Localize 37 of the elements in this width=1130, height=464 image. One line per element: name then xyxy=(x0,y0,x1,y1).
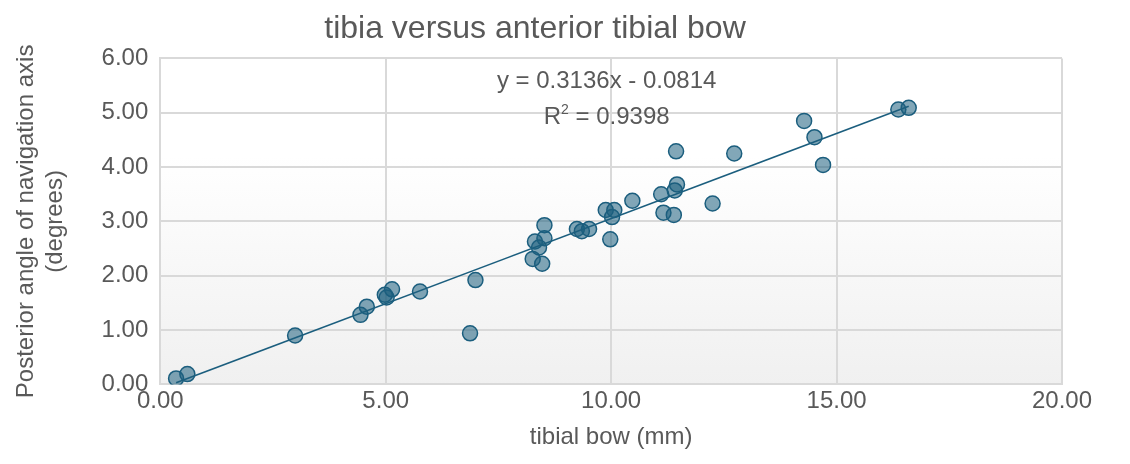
point xyxy=(358,298,376,315)
y-tick-label: 5.00 xyxy=(101,97,149,125)
point xyxy=(665,206,683,224)
point xyxy=(606,201,623,219)
point xyxy=(704,195,721,212)
y-tick-label: 4.00 xyxy=(101,151,149,179)
point xyxy=(411,283,429,300)
x-axis-title: tibial bow (mm) xyxy=(529,422,693,450)
y-axis-title: Posterior angle of navigation axis (degrees) xyxy=(11,44,67,399)
x-tick-label: 20.00 xyxy=(1031,386,1093,414)
y-tick-label: 6.00 xyxy=(101,43,149,71)
point xyxy=(652,185,670,203)
point xyxy=(461,325,479,342)
point xyxy=(533,255,551,273)
point xyxy=(624,192,641,209)
y-tick-label: 2.00 xyxy=(101,260,149,288)
point xyxy=(383,281,401,298)
point xyxy=(900,99,917,117)
point xyxy=(667,143,685,160)
x-tick-label: 5.00 xyxy=(362,386,410,414)
point xyxy=(467,271,484,289)
point xyxy=(806,128,823,146)
point xyxy=(668,176,686,193)
x-tick-label: 10.00 xyxy=(581,386,642,414)
point xyxy=(725,145,743,162)
point xyxy=(179,365,196,383)
point xyxy=(795,112,813,130)
y-tick-label: 1.00 xyxy=(101,314,149,342)
point xyxy=(580,220,598,238)
point xyxy=(286,327,304,344)
point xyxy=(814,156,832,174)
x-tick-label: 15.00 xyxy=(806,386,867,414)
y-tick-label: 3.00 xyxy=(101,206,149,234)
annotation: y = 0.3136x - 0.0814 xyxy=(496,66,717,94)
point xyxy=(536,216,553,234)
chart-title: tibia versus anterior tibial bow xyxy=(324,9,747,46)
point xyxy=(602,231,619,248)
